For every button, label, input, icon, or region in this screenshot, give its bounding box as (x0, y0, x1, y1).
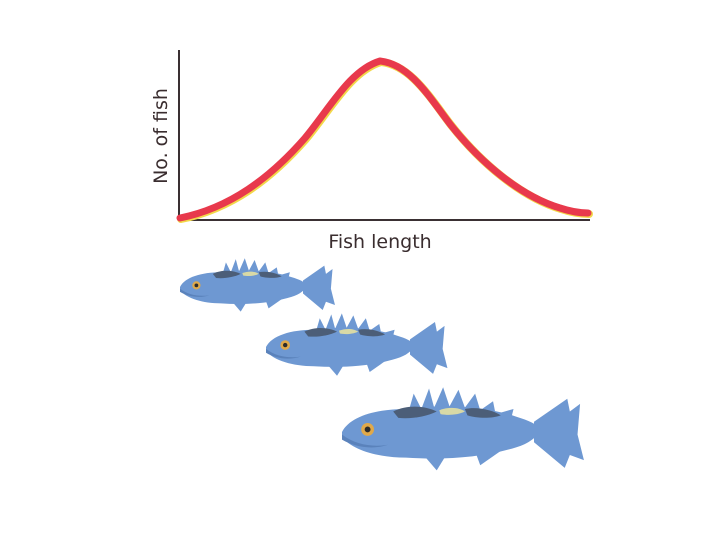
fish-large (342, 387, 584, 471)
x-axis-label: Fish length (328, 231, 431, 253)
fish-medium (266, 313, 448, 376)
y-axis-label: No. of fish (150, 88, 172, 184)
fish-small (180, 258, 335, 312)
bell-curve (176, 57, 592, 222)
graph: No. of fish Fish length (150, 50, 593, 253)
